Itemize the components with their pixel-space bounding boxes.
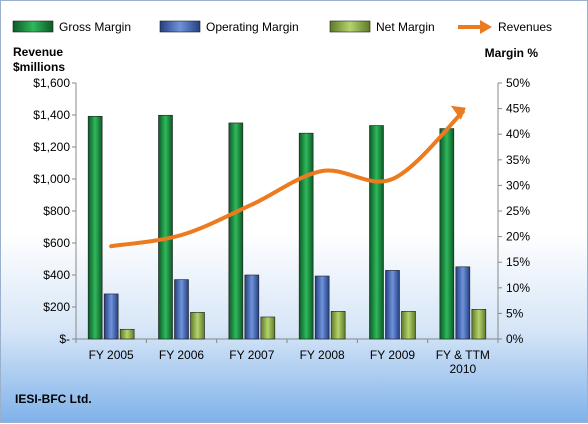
- gross-margin-bar: [299, 133, 313, 339]
- net-margin-bar: [120, 329, 134, 339]
- right-tick-label: 15%: [506, 255, 530, 269]
- left-tick-label: $400: [43, 268, 70, 282]
- x-tick-label: FY 2006: [159, 348, 204, 362]
- gross-margin-bar: [159, 115, 173, 339]
- gross-margin-bar: [229, 123, 243, 339]
- right-tick-label: 0%: [506, 332, 524, 346]
- operating-margin-bar: [175, 280, 189, 339]
- net-margin-bar: [331, 311, 345, 339]
- operating-margin-bar: [104, 294, 118, 339]
- gross-margin-bar: [88, 116, 102, 339]
- operating-margin-legend-swatch: [160, 21, 200, 32]
- gross-margin-bar: [440, 129, 454, 339]
- left-tick-label: $-: [59, 332, 70, 346]
- left-tick-label: $800: [43, 204, 70, 218]
- left-tick-label: $1,000: [33, 172, 70, 186]
- operating-margin-bar: [245, 275, 259, 339]
- x-tick-label: FY 2008: [300, 348, 345, 362]
- company-label: IESI-BFC Ltd.: [15, 392, 92, 406]
- left-tick-label: $1,600: [33, 76, 70, 90]
- right-axis-title: Margin %: [485, 46, 539, 60]
- right-tick-label: 50%: [506, 76, 530, 90]
- right-tick-label: 35%: [506, 153, 530, 167]
- right-tick-label: 40%: [506, 127, 530, 141]
- gross-margin-legend-label: Gross Margin: [59, 20, 131, 34]
- x-tick-label: FY 2009: [370, 348, 415, 362]
- net-margin-legend-label: Net Margin: [376, 20, 435, 34]
- net-margin-legend-swatch: [330, 21, 370, 32]
- operating-margin-bar: [315, 276, 329, 339]
- right-tick-label: 10%: [506, 281, 530, 295]
- left-tick-label: $200: [43, 300, 70, 314]
- net-margin-bar: [261, 317, 275, 339]
- net-margin-bar: [402, 311, 416, 339]
- operating-margin-bar: [386, 270, 400, 339]
- net-margin-bar: [191, 312, 205, 339]
- right-tick-label: 25%: [506, 204, 530, 218]
- left-axis-title: Revenue: [13, 45, 63, 59]
- right-tick-label: 20%: [506, 230, 530, 244]
- left-tick-label: $1,200: [33, 140, 70, 154]
- x-tick-label: FY 2005: [89, 348, 134, 362]
- right-tick-label: 45%: [506, 102, 530, 116]
- revenues-legend-arrow: [480, 20, 492, 34]
- left-tick-label: $600: [43, 236, 70, 250]
- net-margin-bar: [472, 309, 486, 339]
- revenues-legend-label: Revenues: [498, 20, 552, 34]
- left-tick-label: $1,400: [33, 108, 70, 122]
- right-tick-label: 5%: [506, 306, 524, 320]
- operating-margin-legend-label: Operating Margin: [206, 20, 299, 34]
- x-tick-label: FY 2007: [229, 348, 274, 362]
- x-tick-label: FY & TTM: [436, 348, 490, 362]
- gross-margin-bar: [370, 125, 384, 339]
- gross-margin-legend-swatch: [13, 21, 53, 32]
- operating-margin-bar: [456, 267, 470, 339]
- right-tick-label: 30%: [506, 178, 530, 192]
- x-tick-label: 2010: [449, 362, 476, 376]
- left-axis-title: $millions: [13, 60, 65, 74]
